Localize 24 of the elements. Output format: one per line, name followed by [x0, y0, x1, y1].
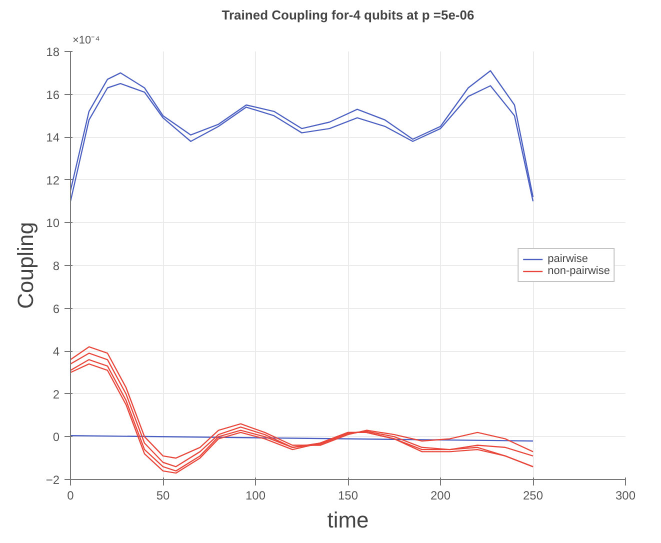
y-tick-label: 2	[52, 387, 60, 402]
x-tick-label: 100	[245, 488, 266, 502]
x-tick-label: 50	[156, 488, 170, 502]
legend-label: non-pairwise	[548, 265, 610, 277]
y-tick-label: 6	[52, 302, 60, 316]
x-tick-label: 0	[67, 488, 74, 502]
y-tick-label: 16	[46, 88, 60, 102]
y-tick-label: 4	[52, 344, 60, 359]
x-tick-label: 200	[430, 488, 451, 502]
y-tick-label: 10	[46, 216, 60, 230]
chart-title: Trained Coupling for-4 qubits at p =5e-06	[222, 8, 474, 22]
legend-label: pairwise	[548, 253, 588, 265]
y-tick-label: −2	[46, 473, 60, 487]
y-tick-label: 12	[46, 173, 60, 188]
x-tick-label: 300	[615, 488, 636, 502]
y-tick-label: 14	[46, 130, 60, 145]
y-tick-label: 0	[52, 430, 60, 444]
x-axis-title: time	[327, 508, 369, 532]
x-tick-label: 250	[522, 488, 544, 502]
y-tick-label: 8	[52, 259, 60, 273]
x-tick-label: 150	[338, 488, 358, 502]
y-tick-label: 18	[46, 45, 60, 59]
y-axis-title: Coupling	[12, 222, 38, 309]
text: ×10⁻⁴	[72, 34, 100, 46]
